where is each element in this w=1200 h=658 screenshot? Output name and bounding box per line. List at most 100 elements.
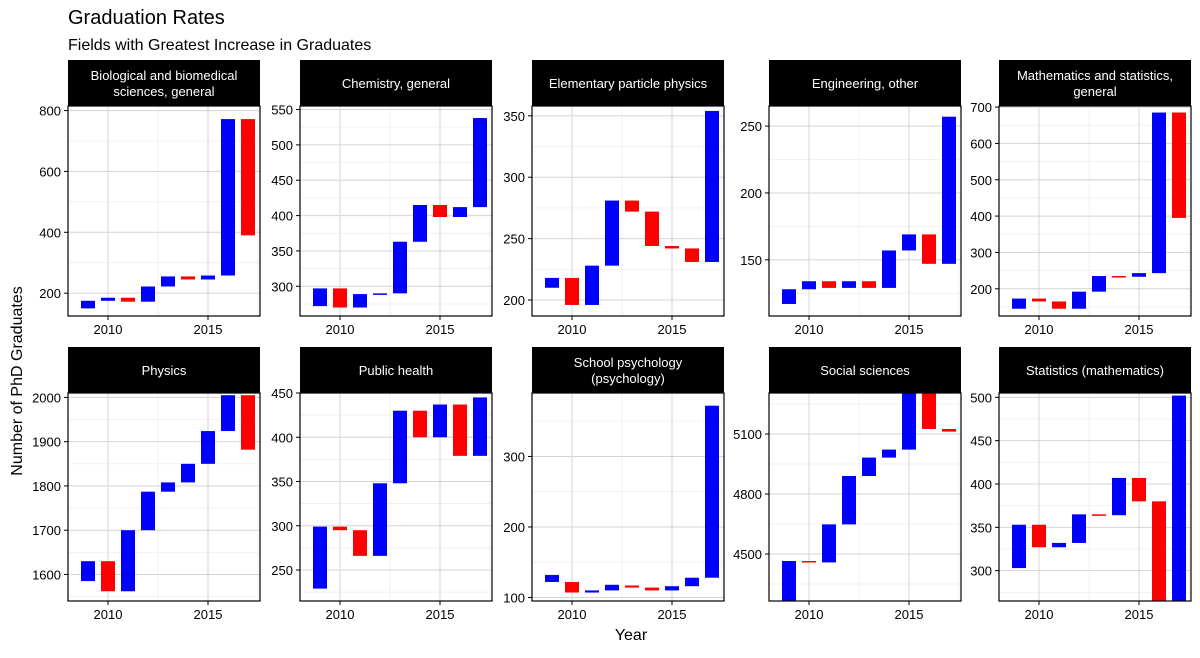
- y-tick-label: 1800: [32, 479, 61, 494]
- facet-strip: [999, 347, 1191, 393]
- x-tick-label: 2015: [658, 607, 687, 622]
- y-tick-label: 300: [271, 279, 293, 294]
- facet-panel: Physics 1600 1700 1800 1900 2000 2010 2015: [32, 347, 261, 622]
- waterfall-bar: [373, 293, 387, 295]
- waterfall-bar: [161, 276, 175, 287]
- panel-border: [299, 105, 493, 317]
- waterfall-bar: [822, 281, 836, 288]
- waterfall-bar: [433, 404, 447, 438]
- waterfall-bar: [433, 204, 447, 218]
- y-tick-label: 500: [970, 173, 992, 188]
- facet-strip: [300, 60, 492, 106]
- facet-title: (psychology): [591, 371, 665, 386]
- y-tick-label: 5100: [733, 427, 762, 442]
- y-tick-label: 250: [271, 563, 293, 578]
- waterfall-bar: [1112, 276, 1126, 278]
- facet-strip: [769, 347, 961, 393]
- x-tick-label: 2010: [1025, 322, 1054, 337]
- x-tick-label: 2015: [194, 607, 223, 622]
- waterfall-bar: [313, 526, 327, 589]
- x-tick-label: 2010: [558, 322, 587, 337]
- y-tick-label: 350: [271, 244, 293, 259]
- y-tick-label: 700: [970, 100, 992, 115]
- y-tick-label: 1900: [32, 435, 61, 450]
- waterfall-bar: [565, 581, 579, 593]
- waterfall-bar: [101, 561, 115, 592]
- waterfall-bar: [902, 393, 916, 450]
- y-tick-label: 450: [271, 386, 293, 401]
- waterfall-bar: [1072, 291, 1086, 309]
- facet-title: Social sciences: [820, 363, 910, 378]
- y-tick-label: 300: [503, 170, 525, 185]
- y-tick-label: 350: [970, 520, 992, 535]
- waterfall-bar: [1172, 112, 1186, 218]
- y-tick-label: 250: [503, 232, 525, 247]
- waterfall-bar: [101, 297, 115, 301]
- waterfall-bar: [353, 530, 367, 556]
- y-tick-label: 350: [271, 475, 293, 490]
- waterfall-bar: [181, 463, 195, 483]
- facet-title: School psychology: [574, 355, 683, 370]
- chart-title: Graduation Rates: [68, 7, 225, 29]
- waterfall-bar: [685, 577, 699, 587]
- y-tick-label: 200: [503, 520, 525, 535]
- x-tick-label: 2010: [94, 607, 123, 622]
- facet-panel: Engineering, other 150 200 250 2010 2015: [740, 60, 962, 337]
- x-tick-label: 2015: [426, 322, 455, 337]
- facet-strip: [300, 347, 492, 393]
- waterfall-bar: [545, 277, 559, 288]
- x-tick-label: 2010: [558, 607, 587, 622]
- facet-title: Elementary particle physics: [549, 76, 708, 91]
- y-tick-label: 400: [271, 209, 293, 224]
- facet-panel: Statistics (mathematics) 300 350 400 450 500 2…: [970, 347, 1192, 622]
- x-tick-label: 2010: [326, 322, 355, 337]
- facet-panel: Public health 250 300 350 400 450 2010 2015: [271, 347, 493, 622]
- y-tick-label: 550: [271, 103, 293, 118]
- waterfall-bar: [565, 277, 579, 305]
- waterfall-bar: [141, 491, 155, 531]
- x-tick-label: 2010: [795, 322, 824, 337]
- waterfall-bar: [333, 288, 347, 308]
- waterfall-bar: [802, 561, 816, 563]
- y-tick-label: 300: [970, 564, 992, 579]
- waterfall-bar: [902, 234, 916, 251]
- waterfall-bar: [373, 483, 387, 556]
- facet-strip: [68, 347, 260, 393]
- waterfall-bar: [645, 211, 659, 246]
- y-tick-label: 2000: [32, 390, 61, 405]
- waterfall-bar: [625, 200, 639, 212]
- waterfall-bar: [882, 449, 896, 458]
- waterfall-bar: [862, 457, 876, 476]
- y-tick-label: 500: [970, 390, 992, 405]
- panel-border: [299, 392, 493, 602]
- panel-border: [531, 105, 725, 317]
- waterfall-bar: [313, 288, 327, 307]
- waterfall-bar: [1172, 395, 1186, 601]
- y-tick-label: 450: [970, 434, 992, 449]
- waterfall-bar: [1152, 501, 1166, 601]
- waterfall-bar: [705, 110, 719, 262]
- facet-panel: Social sciences 4500 4800 5100 2010 2015: [733, 347, 962, 622]
- y-tick-label: 300: [503, 449, 525, 464]
- panel-border: [998, 105, 1192, 317]
- y-tick-label: 100: [503, 590, 525, 605]
- y-tick-label: 1700: [32, 523, 61, 538]
- y-tick-label: 400: [970, 209, 992, 224]
- chart-subtitle: Fields with Greatest Increase in Graduat…: [68, 37, 371, 54]
- panel-border: [531, 392, 725, 602]
- waterfall-bar: [1072, 514, 1086, 543]
- y-tick-label: 600: [39, 164, 61, 179]
- waterfall-bar: [473, 118, 487, 208]
- facet-title: Chemistry, general: [342, 76, 450, 91]
- waterfall-bar: [161, 482, 175, 492]
- waterfall-bar: [353, 294, 367, 308]
- x-tick-label: 2010: [326, 607, 355, 622]
- facet-title: Mathematics and statistics,: [1017, 68, 1173, 83]
- waterfall-bar: [645, 587, 659, 591]
- waterfall-bar: [842, 476, 856, 525]
- y-tick-label: 400: [271, 430, 293, 445]
- y-tick-label: 400: [970, 477, 992, 492]
- waterfall-bar: [1012, 298, 1026, 309]
